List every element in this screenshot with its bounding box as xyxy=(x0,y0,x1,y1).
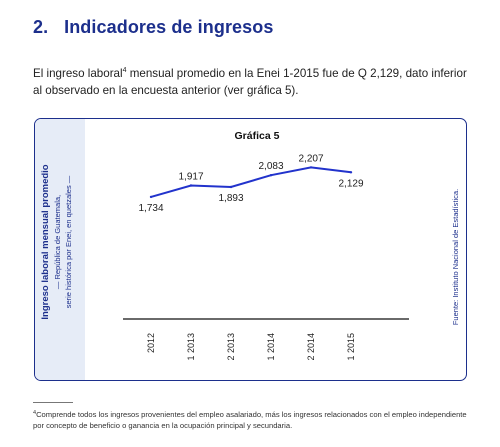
footnote: 4Comprende todos los ingresos provenient… xyxy=(33,408,473,431)
section-title: Indicadores de ingresos xyxy=(64,17,274,37)
data-point xyxy=(229,185,233,189)
section-number: 2. xyxy=(33,17,49,37)
data-label: 1,893 xyxy=(218,193,243,204)
data-point xyxy=(189,184,193,187)
footnote-separator xyxy=(33,402,73,403)
data-label: 2,083 xyxy=(258,161,283,172)
chart-side-band xyxy=(35,119,85,380)
footnote-reference: 4 xyxy=(122,67,127,74)
series-line xyxy=(150,166,352,198)
data-label: 1,734 xyxy=(138,203,163,214)
data-label: 2,207 xyxy=(298,153,323,164)
y-axis-subtitle: — República de Guatemala, xyxy=(53,195,62,289)
y-axis-subtitle: serie histórica por Enei, en quetzales — xyxy=(64,175,73,308)
data-label: 2,129 xyxy=(338,178,363,189)
data-point xyxy=(309,166,313,169)
data-label: 1,917 xyxy=(178,172,203,183)
data-point xyxy=(349,171,353,174)
chart-title: Gráfica 5 xyxy=(235,130,280,142)
intro-paragraph: El ingreso laboral4 mensual promedio en … xyxy=(33,62,473,99)
x-tick-label: 2012 xyxy=(146,333,156,353)
y-axis-title: Ingreso laboral mensual promedio xyxy=(40,164,51,319)
footnote-number: 4 xyxy=(33,410,37,416)
section-heading: 2. Indicadores de ingresos xyxy=(33,17,273,38)
intro-text-end: mensual promedio en la Enei 1-2015 fue d… xyxy=(33,67,467,97)
footnote-text: Comprende todos los ingresos proveniente… xyxy=(33,410,467,430)
data-point xyxy=(149,195,153,199)
x-tick-label: 1 2014 xyxy=(266,333,276,361)
data-point xyxy=(269,174,273,177)
chart-panel: Gráfica 5 1,734 1,917 1,893 2,083 2,207 2,129 2… xyxy=(34,118,467,381)
intro-text-start: El ingreso laboral xyxy=(33,67,123,80)
x-tick-label: 2 2014 xyxy=(306,333,316,361)
chart-source: Fuente: Instituto Nacional de Estadístic… xyxy=(451,189,460,325)
x-tick-label: 1 2013 xyxy=(186,333,196,361)
x-tick-label: 1 2015 xyxy=(346,333,356,361)
line-chart: Gráfica 5 1,734 1,917 1,893 2,083 2,207 2,129 2… xyxy=(40,130,460,361)
x-tick-label: 2 2013 xyxy=(226,333,236,361)
